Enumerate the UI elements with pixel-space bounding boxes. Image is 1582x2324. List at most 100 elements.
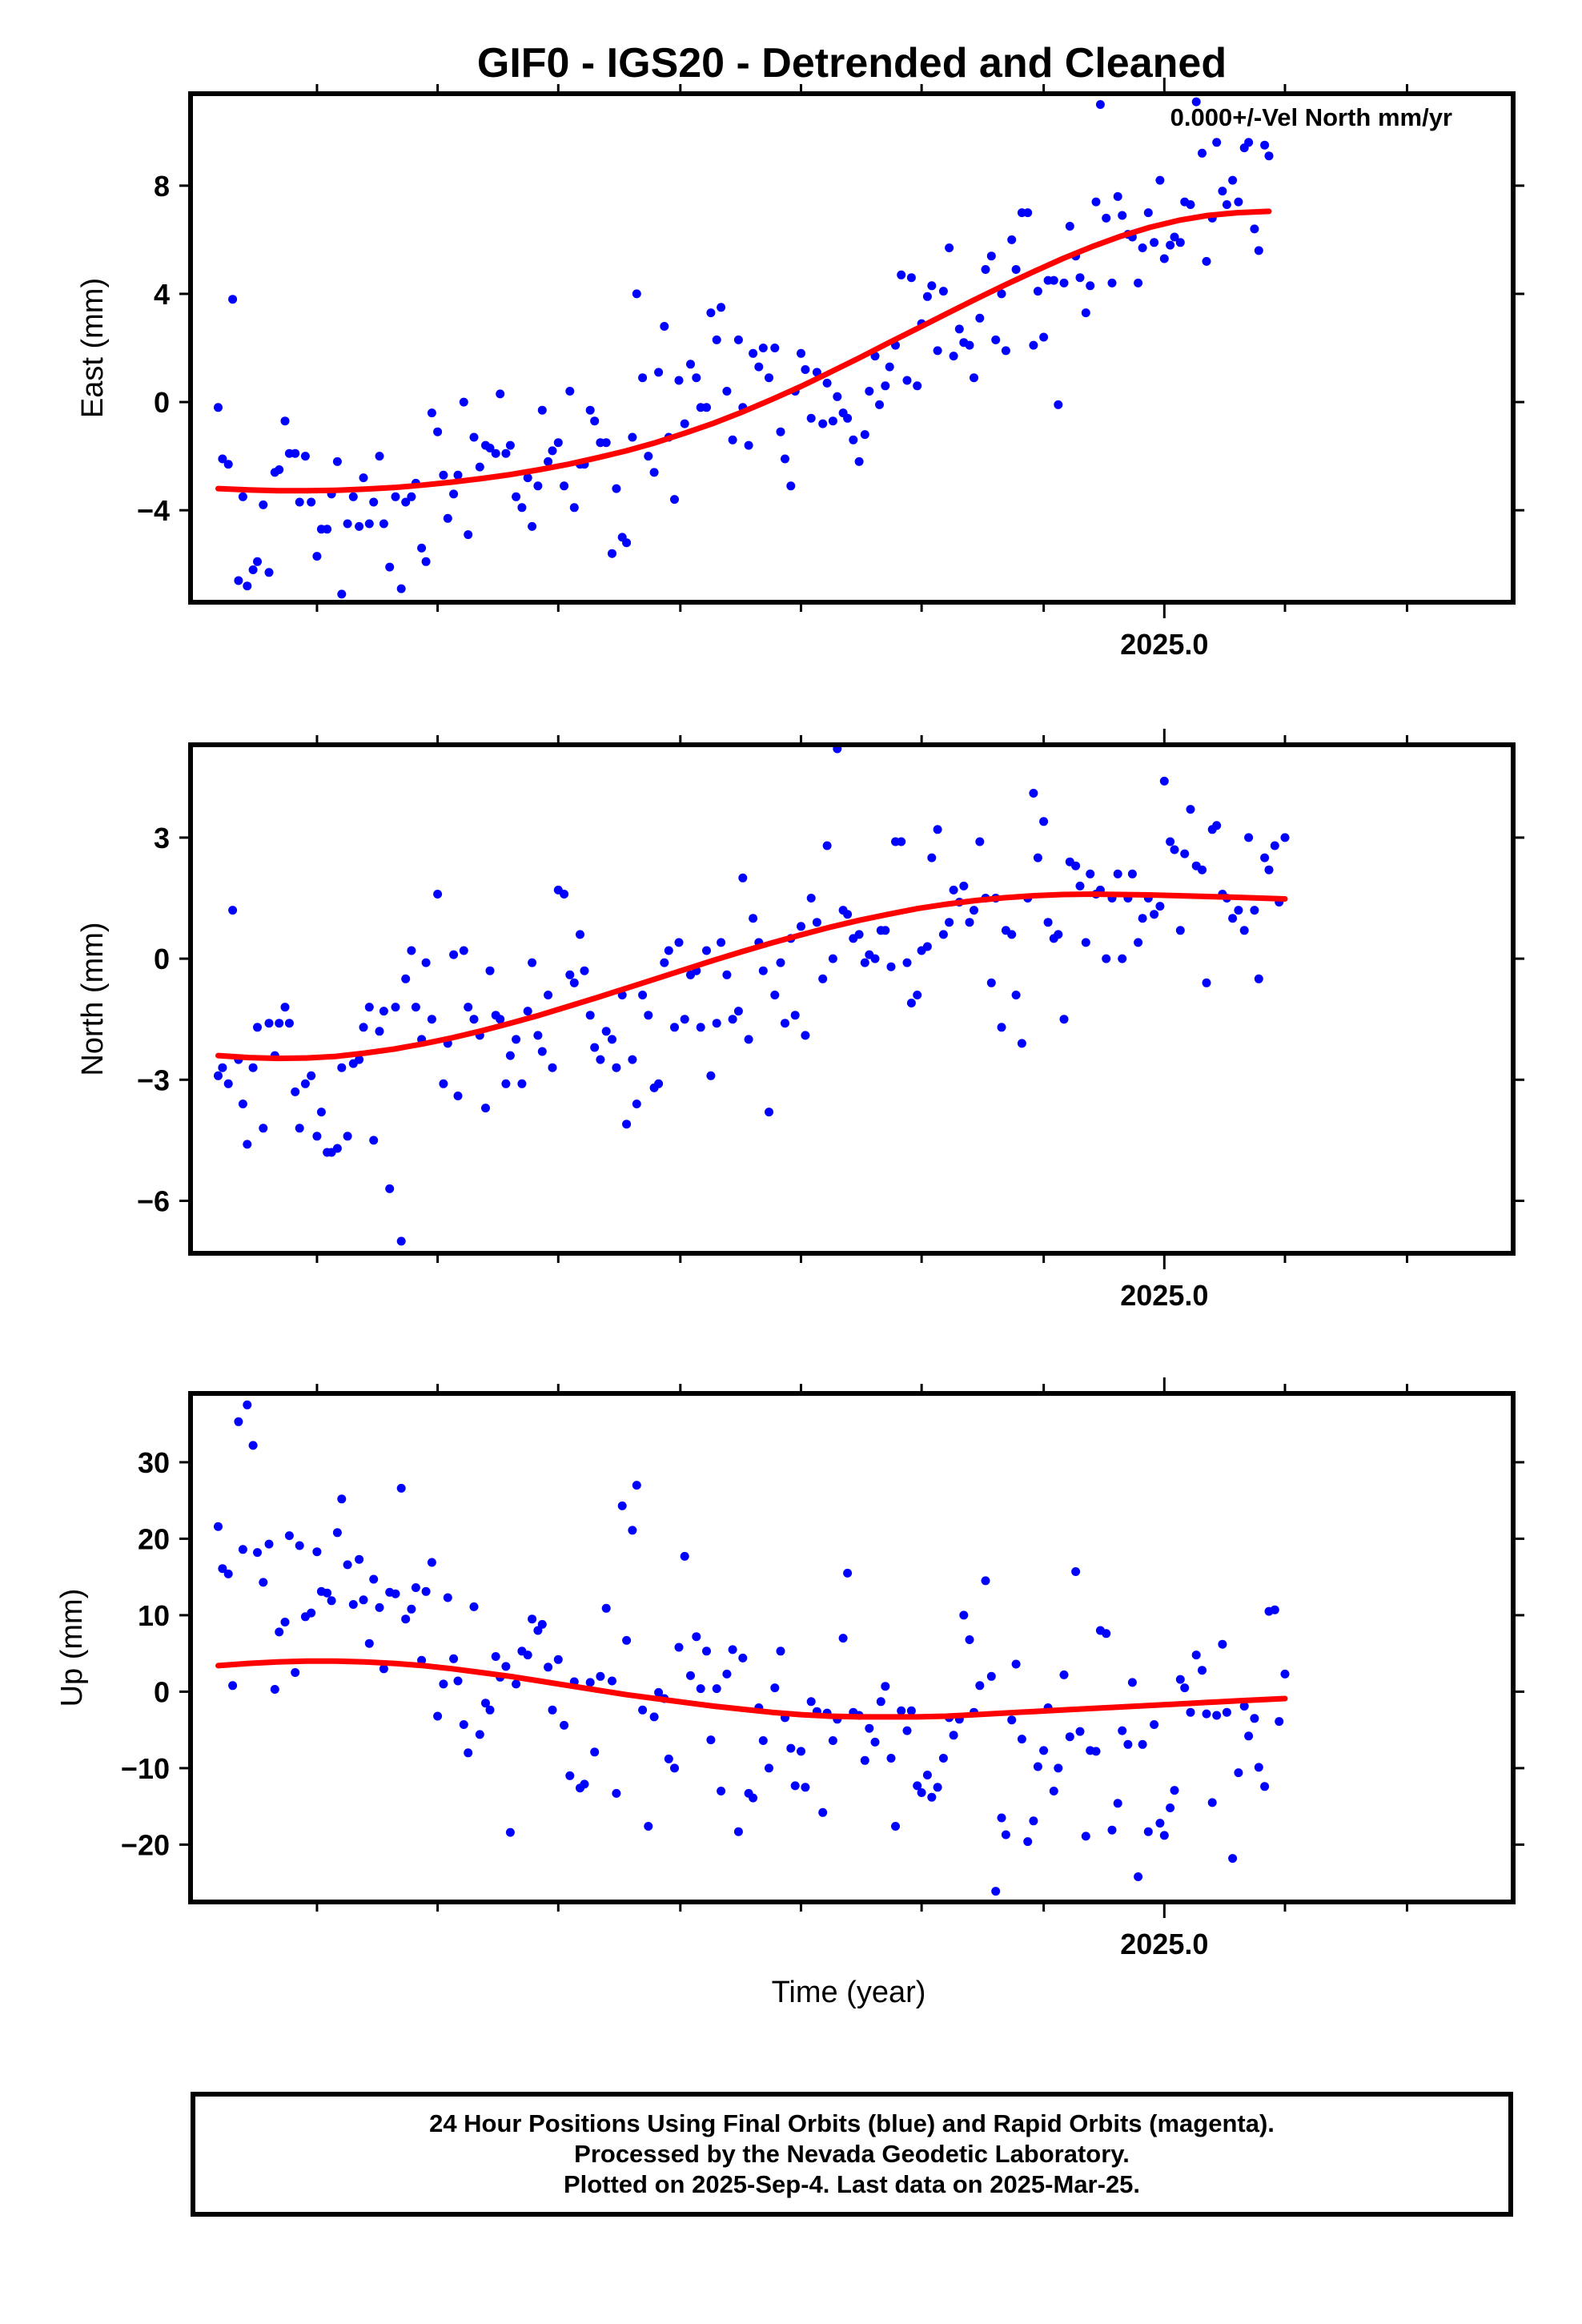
up-data-point [307,1608,316,1618]
up-data-point [790,1781,800,1791]
up-data-point [275,1627,284,1637]
east-data-point [449,489,459,499]
east-data-point [253,557,262,566]
up-data-point [1033,1762,1042,1771]
up-data-point [612,1788,621,1798]
north-data-point [459,946,468,955]
north-data-point [228,906,238,915]
up-data-point [680,1551,689,1561]
up-data-point [1244,1731,1254,1741]
north-data-point [722,970,732,979]
north-data-point [469,1015,479,1024]
east-data-point [496,389,505,399]
north-data-point [608,1035,616,1044]
up-data-point [913,1781,922,1791]
east-data-point [443,513,452,523]
east-data-point [1107,278,1117,287]
east-data-point [343,519,352,529]
east-data-point [1166,240,1175,250]
north-data-point [733,1007,743,1016]
up-data-point [692,1632,701,1642]
east-data-point [548,446,557,456]
east-data-point [1039,332,1049,342]
north-data-point [364,1003,374,1012]
east-data-point [565,387,575,396]
north-data-point [369,1136,379,1145]
east-data-point [843,413,853,423]
east-data-point [706,308,716,318]
north-data-point [505,1051,515,1060]
north-y-tick-label: −6 [137,1184,170,1217]
east-data-point [680,419,689,428]
up-data-point [733,1827,743,1836]
east-data-point [1198,148,1207,158]
up-data-point [728,1645,737,1655]
east-data-point [332,456,342,466]
up-data-point [870,1737,880,1747]
north-data-point [560,890,569,899]
east-data-point [954,324,964,334]
up-data-point [291,1668,300,1677]
north-data-point [1102,954,1111,963]
east-data-point [728,435,737,444]
north-data-point [959,881,969,891]
up-data-point [295,1541,304,1550]
up-data-point [1186,1707,1195,1717]
east-data-point [686,360,695,369]
up-data-point [427,1558,436,1567]
east-data-point [1029,340,1038,350]
east-data-point [1033,287,1042,296]
north-data-point [945,918,954,927]
east-data-point [897,270,906,279]
east-data-point [849,435,858,444]
up-data-point [1001,1830,1010,1839]
east-data-point [717,303,726,312]
east-data-point [1059,278,1069,287]
north-data-point [828,954,837,963]
north-data-point [612,1063,621,1072]
up-data-point [332,1528,342,1538]
north-data-point [1118,954,1127,963]
north-data-point [913,991,922,999]
up-data-point [1118,1726,1127,1735]
up-data-point [1239,1702,1249,1711]
east-data-point [1011,265,1021,274]
east-data-point [649,468,659,477]
north-data-point [927,853,937,862]
north-data-point [728,1015,737,1024]
up-data-point [218,1564,227,1574]
east-data-point [459,397,468,407]
north-data-point [280,1003,290,1012]
north-data-point [933,825,942,834]
east-data-point [1175,238,1185,247]
north-data-point [1250,906,1259,915]
up-data-point [776,1647,785,1656]
north-data-point [307,1071,316,1080]
east-data-point [722,387,732,396]
up-data-point [986,1671,996,1681]
up-data-point [997,1813,1006,1823]
east-data-point [828,416,837,426]
up-y-tick-label: 30 [138,1446,170,1479]
east-data-point [243,581,252,591]
north-data-point [585,1011,595,1020]
east-points [214,97,1274,599]
up-data-point [1134,1872,1143,1881]
north-data-point [379,1007,388,1016]
east-data-point [1222,200,1231,209]
up-y-tick-label: 0 [154,1675,170,1708]
north-data-point [481,1104,490,1113]
up-data-point [722,1669,732,1679]
east-data-point [312,552,322,561]
north-data-point [1180,849,1190,858]
up-data-point [1091,1747,1101,1756]
up-data-point [1011,1659,1021,1669]
north-data-point [501,1079,511,1088]
up-data-point [369,1574,379,1584]
east-data-point [1086,281,1095,291]
up-data-point [523,1651,532,1660]
east-data-point [391,492,400,501]
east-data-point [1159,254,1169,263]
east-data-point [1202,256,1211,266]
north-data-point [660,958,669,967]
